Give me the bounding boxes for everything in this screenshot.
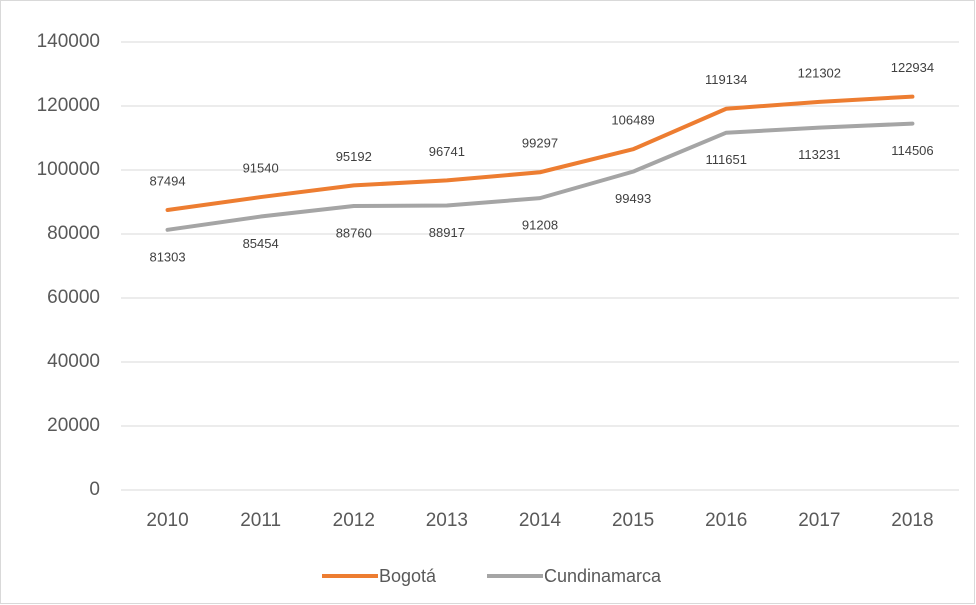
data-label: 88760 xyxy=(336,225,372,240)
y-tick-label: 0 xyxy=(89,479,100,500)
data-label: 114506 xyxy=(891,143,933,158)
y-tick-label: 140000 xyxy=(37,31,100,52)
x-tick-label: 2012 xyxy=(333,510,375,531)
data-label: 106489 xyxy=(611,113,654,128)
x-tick-label: 2016 xyxy=(705,510,747,531)
data-label: 113231 xyxy=(798,147,840,162)
data-label: 85454 xyxy=(243,236,279,251)
y-tick-label: 20000 xyxy=(47,415,100,436)
x-tick-label: 2013 xyxy=(426,510,468,531)
x-tick-label: 2017 xyxy=(798,510,840,531)
series-line xyxy=(165,94,915,213)
data-label: 119134 xyxy=(705,72,747,87)
data-label: 91540 xyxy=(243,161,279,176)
y-tick-label: 120000 xyxy=(37,95,100,116)
data-label: 95192 xyxy=(336,149,372,164)
legend-label: Cundinamarca xyxy=(544,566,662,586)
data-label: 122934 xyxy=(891,60,934,75)
legend-label: Bogotá xyxy=(379,566,437,586)
y-tick-label: 100000 xyxy=(37,159,100,180)
data-label: 81303 xyxy=(149,249,185,264)
x-tick-label: 2014 xyxy=(519,510,562,531)
data-label: 99493 xyxy=(615,191,651,206)
y-tick-label: 60000 xyxy=(47,287,100,308)
y-tick-label: 80000 xyxy=(47,223,100,244)
x-tick-label: 2015 xyxy=(612,510,654,531)
x-tick-label: 2011 xyxy=(240,510,281,531)
y-tick-label: 40000 xyxy=(47,351,100,372)
data-label: 111651 xyxy=(705,152,746,167)
x-tick-label: 2010 xyxy=(146,510,188,531)
data-label: 121302 xyxy=(798,65,841,80)
x-tick-label: 2018 xyxy=(891,510,933,531)
data-label: 99297 xyxy=(522,136,558,151)
data-label: 96741 xyxy=(429,144,465,159)
series-line xyxy=(165,121,915,232)
data-label: 87494 xyxy=(149,173,185,188)
data-label: 88917 xyxy=(429,225,465,240)
data-label: 91208 xyxy=(522,218,558,233)
